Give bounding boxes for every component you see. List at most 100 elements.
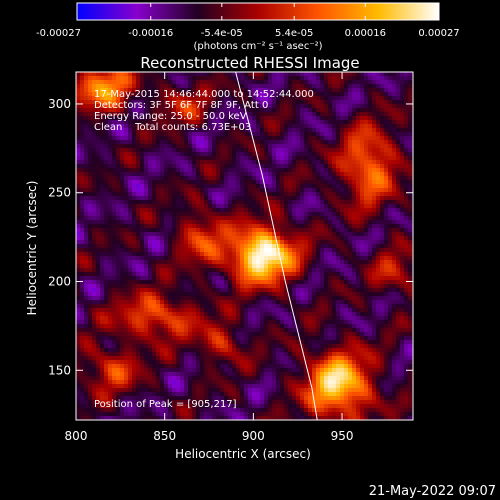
heatmap-cell (112, 212, 116, 216)
heatmap-cell (312, 296, 316, 300)
heatmap-cell (184, 152, 188, 156)
heatmap-cell (380, 188, 384, 192)
heatmap-cell (384, 292, 388, 296)
heatmap-cell (368, 168, 372, 172)
heatmap-cell (316, 112, 320, 116)
heatmap-cell (220, 224, 224, 228)
heatmap-cell (212, 268, 216, 272)
heatmap-cell (212, 284, 216, 288)
heatmap-cell (224, 176, 228, 180)
heatmap-cell (76, 96, 80, 100)
heatmap-cell (144, 168, 148, 172)
heatmap-cell (400, 84, 404, 88)
heatmap-cell (140, 228, 144, 232)
heatmap-cell (356, 212, 360, 216)
heatmap-cell (148, 188, 152, 192)
heatmap-cell (296, 116, 300, 120)
heatmap-cell (140, 164, 144, 168)
heatmap-cell (256, 248, 260, 252)
heatmap-cell (116, 180, 120, 184)
heatmap-cell (316, 220, 320, 224)
heatmap-cell (164, 168, 168, 172)
heatmap-cell (172, 260, 176, 264)
heatmap-cell (392, 88, 396, 92)
heatmap-cell (308, 224, 312, 228)
heatmap-cell (136, 256, 140, 260)
heatmap-cell (252, 296, 256, 300)
heatmap-cell (400, 172, 404, 176)
heatmap-cell (216, 212, 220, 216)
heatmap-cell (344, 188, 348, 192)
heatmap-cell (312, 88, 316, 92)
heatmap-cell (352, 232, 356, 236)
heatmap-cell (308, 196, 312, 200)
heatmap-cell (344, 220, 348, 224)
heatmap-cell (148, 124, 152, 128)
heatmap-cell (124, 196, 128, 200)
heatmap-cell (176, 88, 180, 92)
heatmap-cell (116, 116, 120, 120)
heatmap-cell (292, 128, 296, 132)
heatmap-cell (204, 256, 208, 260)
heatmap-cell (384, 208, 388, 212)
heatmap-cell (268, 164, 272, 168)
heatmap-cell (300, 132, 304, 136)
heatmap-cell (264, 188, 268, 192)
heatmap-cell (204, 196, 208, 200)
heatmap-cell (380, 224, 384, 228)
heatmap-cell (216, 188, 220, 192)
heatmap-cell (164, 140, 168, 144)
heatmap-cell (84, 220, 88, 224)
heatmap-cell (356, 236, 360, 240)
heatmap-cell (108, 100, 112, 104)
heatmap-cell (196, 112, 200, 116)
heatmap-cell (316, 268, 320, 272)
heatmap-cell (268, 172, 272, 176)
heatmap-cell (104, 288, 108, 292)
heatmap-cell (356, 280, 360, 284)
heatmap-cell (404, 152, 408, 156)
heatmap-cell (88, 204, 92, 208)
heatmap-cell (288, 120, 292, 124)
heatmap-cell (308, 248, 312, 252)
heatmap-cell (264, 132, 268, 136)
heatmap-cell (392, 104, 396, 108)
heatmap-cell (392, 264, 396, 268)
heatmap-cell (80, 88, 84, 92)
heatmap-cell (324, 96, 328, 100)
heatmap-cell (344, 140, 348, 144)
heatmap-cell (400, 192, 404, 196)
heatmap-cell (236, 196, 240, 200)
heatmap-cell (236, 284, 240, 288)
heatmap-cell (148, 180, 152, 184)
heatmap-cell (292, 280, 296, 284)
heatmap-cell (176, 120, 180, 124)
heatmap-cell (392, 192, 396, 196)
heatmap-cell (228, 112, 232, 116)
heatmap-cell (236, 288, 240, 292)
heatmap-cell (192, 180, 196, 184)
heatmap-cell (264, 168, 268, 172)
heatmap-cell (284, 296, 288, 300)
heatmap-cell (368, 224, 372, 228)
heatmap-cell (116, 108, 120, 112)
heatmap-cell (268, 232, 272, 236)
heatmap-cell (372, 120, 376, 124)
heatmap-cell (212, 116, 216, 120)
heatmap-cell (408, 248, 412, 252)
heatmap-cell (112, 220, 116, 224)
heatmap-cell (372, 272, 376, 276)
heatmap-cell (308, 272, 312, 276)
heatmap-cell (252, 156, 256, 160)
heatmap-cell (296, 76, 300, 80)
heatmap-cell (368, 188, 372, 192)
heatmap-cell (332, 188, 336, 192)
heatmap-cell (264, 100, 268, 104)
heatmap-cell (368, 196, 372, 200)
heatmap-cell (188, 284, 192, 288)
heatmap-cell (236, 236, 240, 240)
heatmap-cell (368, 148, 372, 152)
heatmap-cell (180, 276, 184, 280)
heatmap-cell (324, 160, 328, 164)
heatmap-cell (308, 276, 312, 280)
